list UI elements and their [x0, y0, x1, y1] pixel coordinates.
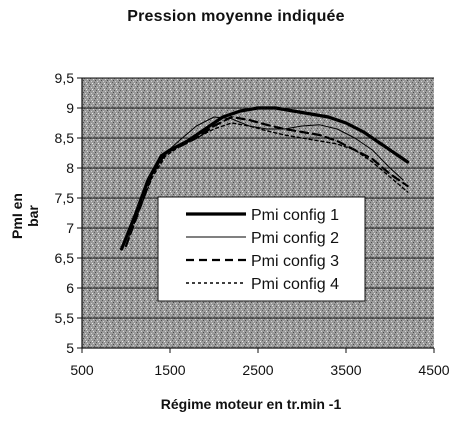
legend: Pmi config 1 Pmi config 2 Pmi config 3 Pmi … — [157, 196, 366, 302]
y-tick-label: 7 — [66, 220, 74, 236]
x-tick-label: 1500 — [154, 362, 185, 378]
series-line-3 — [124, 115, 409, 248]
y-tick-label: 5,5 — [55, 310, 75, 326]
y-tick-label: 6 — [66, 280, 74, 296]
y-tick-label: 7,5 — [55, 190, 75, 206]
series-group — [119, 106, 410, 251]
legend-label-3: Pmi config 3 — [251, 253, 339, 270]
y-axis-label: PmI en bar — [9, 193, 41, 239]
series-line-1 — [119, 106, 410, 251]
legend-label-4: Pmi config 4 — [251, 276, 339, 293]
chart-title: Pression moyenne indiquée — [127, 8, 345, 25]
y-tick-label: 6,5 — [55, 250, 75, 266]
x-tick-label: 4500 — [418, 362, 449, 378]
y-axis: 5 5,5 6 6,5 7 7,5 8 8,5 9 9,5 — [55, 70, 83, 356]
y-tick-label: 5 — [66, 340, 74, 356]
series-line-4 — [125, 122, 409, 247]
y-tick-label: 9,5 — [55, 70, 75, 86]
legend-label-2: Pmi config 2 — [251, 230, 339, 247]
y-tick-label: 8,5 — [55, 130, 75, 146]
y-tick-label: 8 — [66, 160, 74, 176]
x-tick-label: 3500 — [330, 362, 361, 378]
x-axis-label: Régime moteur en tr.min -1 — [160, 396, 342, 412]
x-tick-label: 2500 — [242, 362, 273, 378]
y-tick-label: 9 — [66, 100, 74, 116]
x-tick-label: 500 — [70, 362, 94, 378]
x-axis: 500 1500 2500 3500 4500 — [70, 347, 450, 378]
legend-label-1: Pmi config 1 — [251, 207, 339, 224]
